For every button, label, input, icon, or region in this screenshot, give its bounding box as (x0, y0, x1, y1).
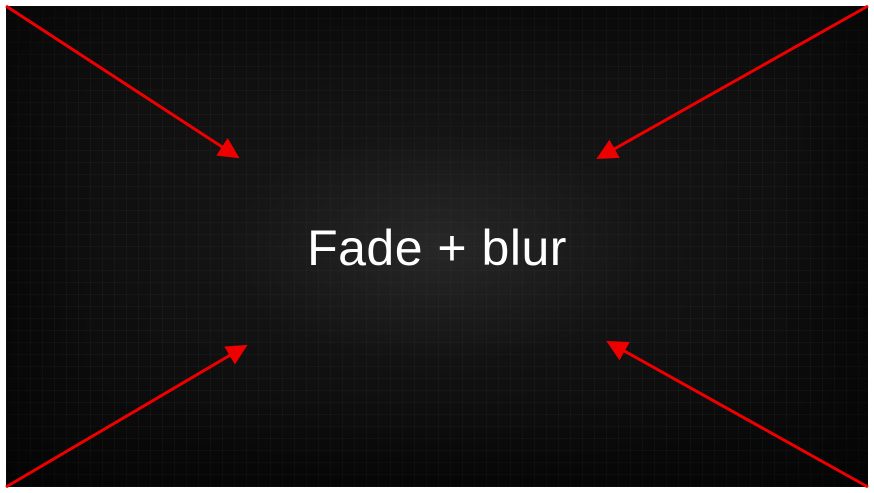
slide-title: Fade + blur (307, 220, 567, 276)
slide-canvas: Fade + blur (6, 6, 868, 487)
